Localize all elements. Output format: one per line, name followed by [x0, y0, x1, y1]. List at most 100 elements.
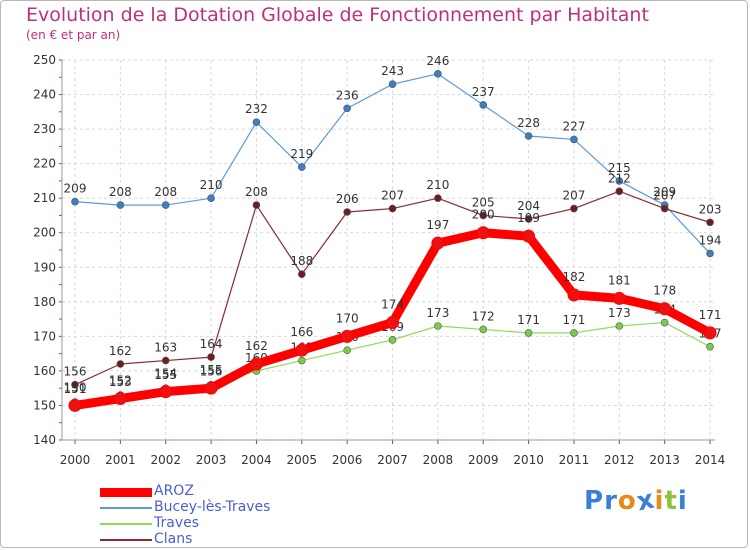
x-tick-label: 2014 — [695, 453, 726, 467]
x-tick-label: 2004 — [241, 453, 272, 467]
data-label-traves: 151 — [64, 382, 87, 396]
data-point-clans — [343, 208, 351, 216]
y-tick-label: 240 — [33, 88, 56, 102]
data-point-traves — [388, 336, 397, 344]
data-label-bucey-l-s-traves: 208 — [109, 185, 132, 199]
x-tick-label: 2011 — [559, 453, 590, 467]
data-point-clans — [570, 204, 578, 213]
data-point-bucey-l-s-traves — [116, 201, 125, 209]
data-label-aroz: 171 — [699, 308, 722, 322]
data-point-aroz — [113, 392, 127, 406]
y-tick-label: 210 — [33, 191, 56, 205]
data-label-bucey-l-s-traves: 236 — [336, 88, 359, 102]
data-label-aroz: 170 — [336, 311, 359, 325]
data-point-traves — [297, 356, 306, 365]
data-label-clans: 204 — [517, 199, 540, 213]
data-label-clans: 188 — [290, 254, 313, 268]
data-point-bucey-l-s-traves — [71, 197, 79, 206]
data-point-clans — [479, 211, 488, 220]
data-label-bucey-l-s-traves: 237 — [472, 85, 495, 99]
data-label-traves: 172 — [472, 309, 495, 323]
data-point-aroz — [703, 326, 717, 340]
data-label-clans: 207 — [381, 189, 404, 203]
data-point-bucey-l-s-traves — [252, 118, 261, 126]
y-tick-label: 230 — [33, 122, 56, 136]
data-label-clans: 162 — [109, 344, 132, 358]
data-point-bucey-l-s-traves — [570, 135, 578, 144]
data-label-clans: 208 — [245, 185, 268, 199]
line-chart: 140 150 160 170 180 190 200 210 220 230 240 250 2000… — [33, 53, 726, 467]
data-label-bucey-l-s-traves: 227 — [563, 119, 586, 133]
y-tick-label: 200 — [33, 226, 56, 240]
data-label-aroz: 199 — [517, 211, 540, 225]
data-label-clans: 207 — [563, 189, 586, 203]
data-point-clans — [297, 270, 306, 278]
legend-label-bucey-l-s-traves: Bucey-lès-Traves — [154, 499, 271, 515]
data-label-clans: 205 — [472, 195, 495, 209]
data-point-clans — [524, 215, 533, 223]
data-label-clans: 203 — [699, 202, 722, 216]
data-point-aroz — [431, 236, 445, 250]
data-label-aroz: 162 — [245, 339, 268, 353]
x-tick-label: 2009 — [468, 453, 499, 467]
data-label-bucey-l-s-traves: 215 — [608, 161, 631, 175]
data-label-traves: 173 — [426, 306, 449, 320]
data-point-bucey-l-s-traves — [207, 194, 215, 202]
x-tick-label: 2008 — [423, 453, 454, 467]
data-point-aroz — [249, 357, 263, 371]
x-tick-label: 2006 — [332, 453, 363, 467]
data-label-bucey-l-s-traves: 219 — [290, 147, 313, 161]
data-point-aroz — [567, 288, 581, 302]
data-point-bucey-l-s-traves — [479, 101, 488, 109]
y-tick-label: 170 — [33, 329, 56, 343]
proxiti-logo: Proxiti — [584, 484, 688, 518]
data-label-aroz: 166 — [290, 325, 313, 339]
data-label-aroz: 174 — [381, 298, 404, 312]
data-label-traves: 173 — [608, 306, 631, 320]
data-point-clans — [161, 356, 170, 365]
chart-title: Evolution de la Dotation Globale de Fonc… — [26, 4, 649, 26]
data-label-clans: 163 — [154, 341, 177, 355]
data-label-traves: 156 — [200, 365, 223, 379]
data-label-bucey-l-s-traves: 246 — [426, 54, 449, 68]
data-label-aroz: 154 — [154, 367, 177, 381]
data-label-clans: 156 — [64, 365, 87, 379]
data-label-bucey-l-s-traves: 232 — [245, 102, 268, 116]
data-point-clans — [252, 201, 261, 209]
legend-swatch-clans — [100, 539, 152, 541]
x-tick-label: 2003 — [196, 453, 227, 467]
data-point-clans — [116, 360, 125, 368]
data-point-aroz — [295, 343, 309, 357]
data-point-bucey-l-s-traves — [706, 249, 714, 258]
data-point-aroz — [204, 381, 218, 395]
data-point-traves — [479, 325, 488, 334]
data-point-traves — [524, 329, 533, 337]
x-tick-label: 2012 — [604, 453, 635, 467]
data-label-traves: 153 — [109, 375, 132, 389]
y-tick-label: 190 — [33, 260, 56, 274]
data-label-bucey-l-s-traves: 209 — [64, 182, 87, 196]
data-point-bucey-l-s-traves — [297, 163, 306, 171]
y-tick-label: 180 — [33, 295, 56, 309]
data-point-traves — [660, 318, 669, 327]
data-point-aroz — [658, 302, 672, 316]
data-point-traves — [615, 322, 624, 330]
x-tick-label: 2000 — [60, 453, 91, 467]
data-label-aroz: 182 — [563, 270, 586, 284]
data-point-aroz — [68, 398, 82, 412]
legend-swatch-bucey-l-s-traves — [100, 507, 152, 509]
data-point-aroz — [159, 385, 173, 399]
data-point-clans — [207, 353, 215, 361]
data-point-aroz — [612, 291, 626, 305]
data-label-clans: 206 — [336, 192, 359, 206]
legend-label-traves: Traves — [154, 515, 200, 531]
x-tick-label: 2005 — [287, 453, 318, 467]
x-tick-label: 2001 — [105, 453, 136, 467]
data-point-traves — [343, 346, 351, 354]
data-point-clans — [660, 204, 669, 213]
data-point-bucey-l-s-traves — [615, 177, 624, 185]
data-point-bucey-l-s-traves — [343, 104, 351, 113]
data-point-aroz — [386, 316, 400, 330]
data-label-aroz: 155 — [200, 363, 223, 377]
data-label-bucey-l-s-traves: 210 — [200, 178, 223, 192]
